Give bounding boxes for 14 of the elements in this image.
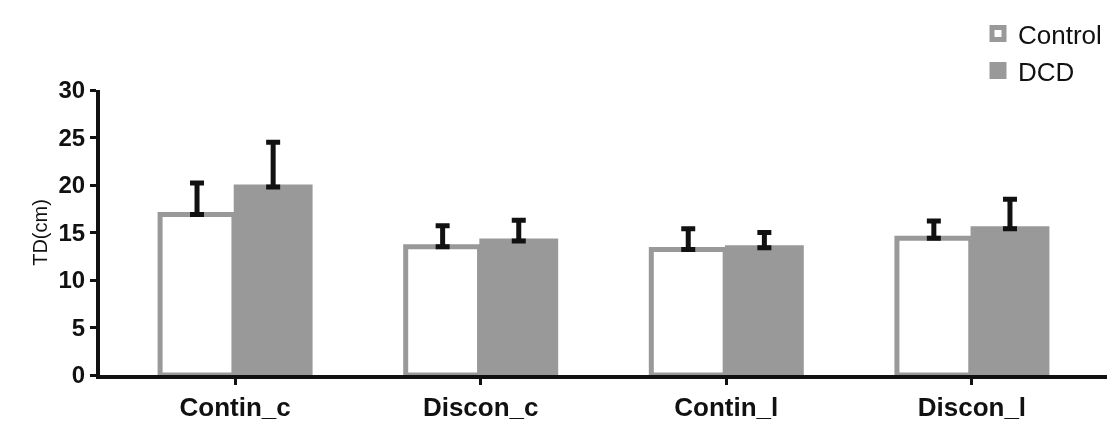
legend-label: Control [1018, 19, 1102, 50]
y-axis-title: TD(cm) [29, 199, 51, 266]
y-tick-label: 0 [71, 361, 86, 389]
x-tick-label: Discon_c [422, 392, 539, 423]
y-tick-label: 10 [58, 266, 86, 294]
y-tick-label: 5 [71, 313, 86, 341]
legend-label: DCD [1018, 56, 1075, 87]
x-tick-label: Contin_c [179, 392, 291, 423]
x-tick-label: Contin_l [674, 392, 779, 423]
y-tick-label: 30 [58, 76, 86, 104]
y-tick-label: 15 [58, 218, 86, 246]
y-tick-label: 20 [58, 171, 86, 199]
x-tick-label: Discon_l [917, 392, 1027, 423]
y-tick-label: 25 [58, 123, 86, 151]
